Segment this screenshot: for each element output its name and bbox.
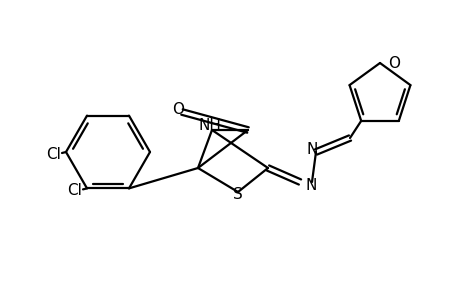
Text: Cl: Cl — [67, 183, 82, 198]
Text: S: S — [233, 187, 242, 202]
Text: NH: NH — [198, 118, 221, 133]
Text: N: N — [305, 178, 317, 193]
Text: O: O — [172, 102, 184, 117]
Text: Cl: Cl — [46, 146, 61, 161]
Text: O: O — [387, 56, 399, 70]
Text: N: N — [306, 142, 317, 157]
